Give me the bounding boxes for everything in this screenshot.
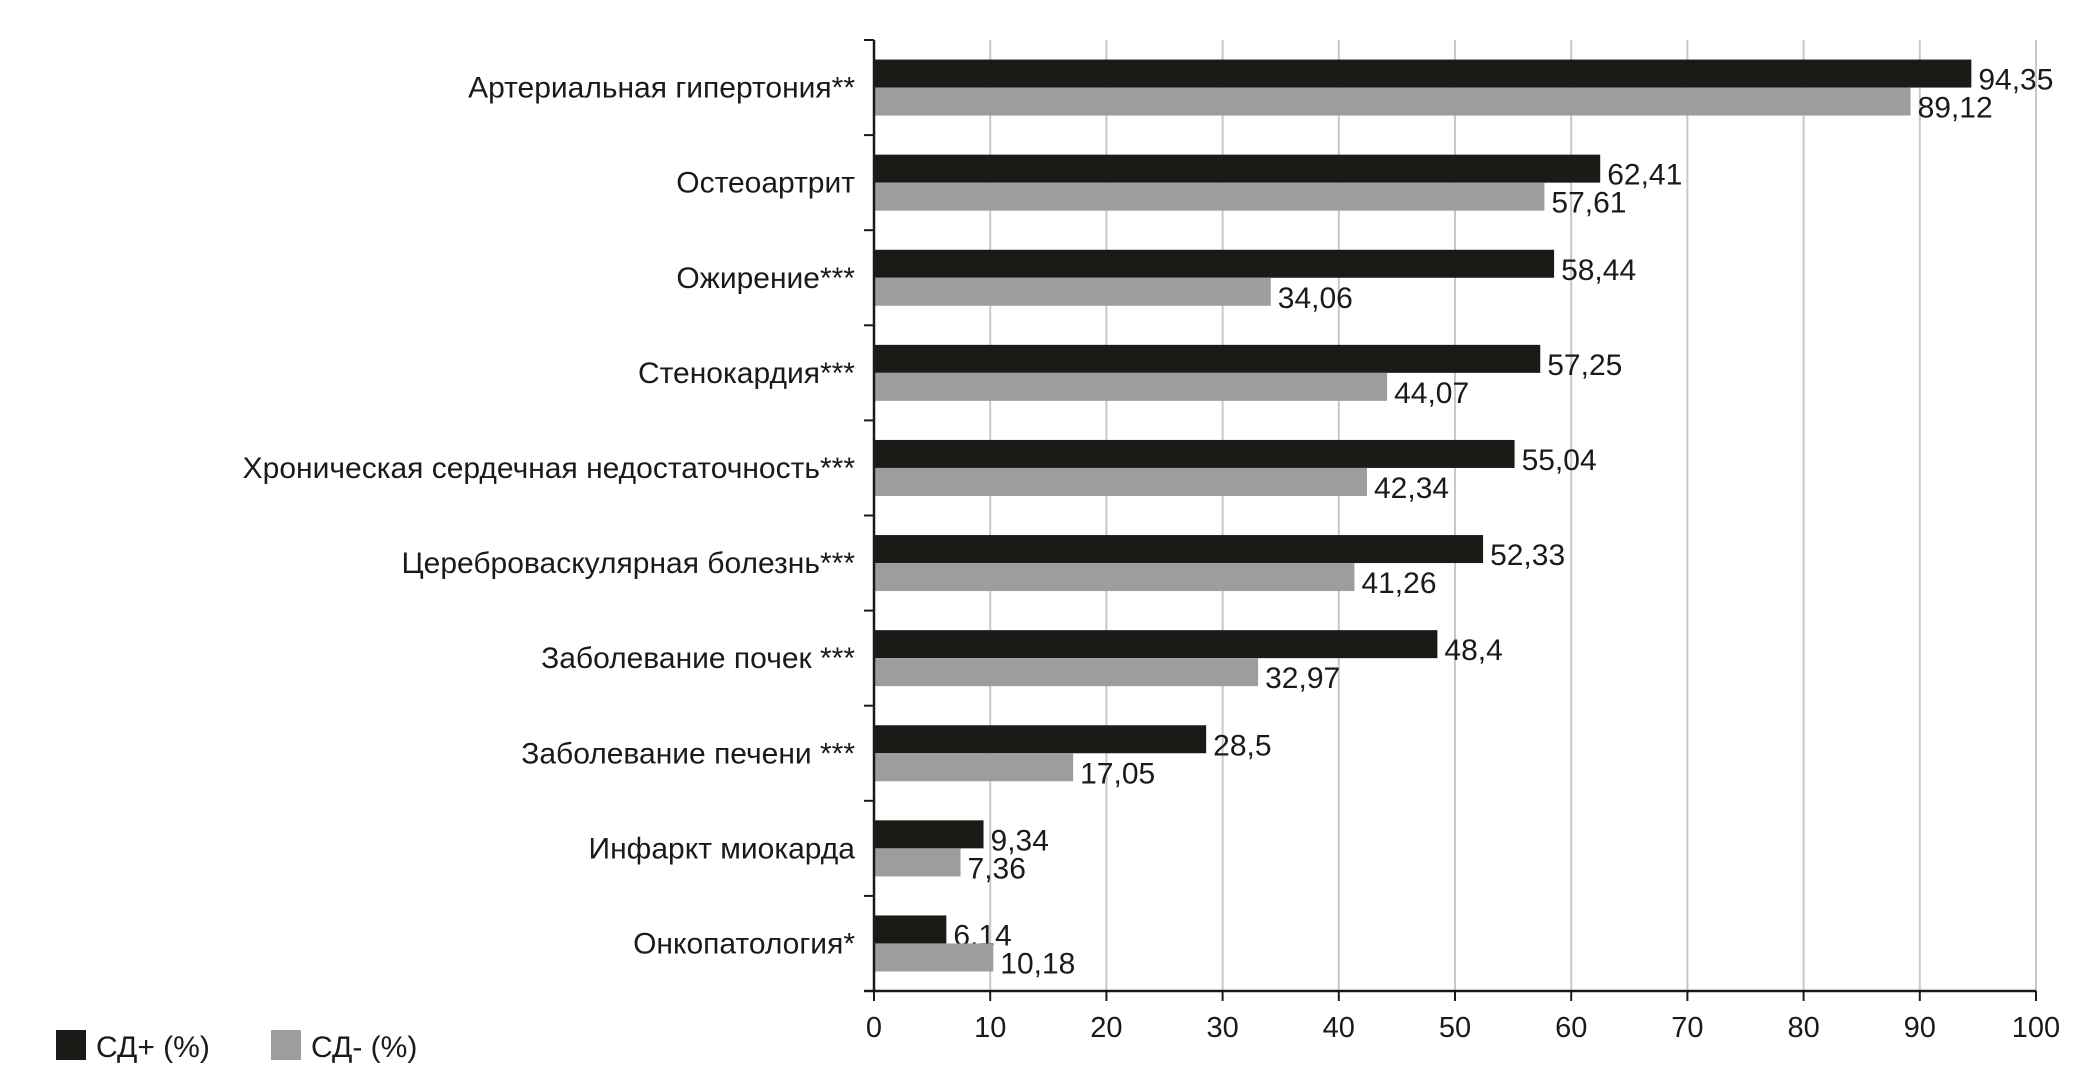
bar-sd-plus (875, 344, 1541, 373)
bar-sd-plus (875, 154, 1601, 183)
data-label: 32,97 (1265, 662, 1340, 695)
category-label: Инфаркт миокарда (589, 832, 856, 865)
x-tick-label: 90 (1904, 1012, 1936, 1044)
category-label: Онкопатология* (633, 927, 855, 960)
bar-sd-minus (875, 467, 1367, 496)
data-label: 41,26 (1361, 567, 1436, 600)
bar-sd-plus (875, 915, 947, 944)
bar-sd-plus (875, 439, 1515, 468)
data-label: 89,12 (1918, 92, 1993, 125)
x-tick-label: 0 (866, 1012, 882, 1044)
x-tick-label: 10 (974, 1012, 1006, 1044)
x-tick-label: 60 (1555, 1012, 1587, 1044)
data-label: 17,05 (1080, 757, 1155, 790)
category-label: Хроническая сердечная недостаточность*** (243, 452, 856, 485)
bar-sd-minus (875, 753, 1074, 782)
data-label: 52,33 (1490, 539, 1565, 572)
bar-sd-plus (875, 725, 1207, 754)
category-label: Цереброваскулярная болезнь*** (401, 547, 855, 580)
category-label: Ожирение*** (676, 262, 855, 295)
x-tick-label: 70 (1671, 1012, 1703, 1044)
bar-sd-minus (875, 372, 1388, 401)
data-label: 42,34 (1374, 472, 1449, 505)
x-tick-label: 30 (1206, 1012, 1238, 1044)
bar-sd-plus (875, 59, 1972, 88)
data-label: 10,18 (1000, 947, 1075, 980)
legend-label: СД+ (%) (96, 1031, 210, 1064)
legend-swatch (56, 1030, 86, 1060)
bar-sd-minus (875, 563, 1355, 592)
bar-sd-plus (875, 820, 984, 849)
bar-sd-minus (875, 943, 994, 972)
x-tick-label: 50 (1439, 1012, 1471, 1044)
category-label: Остеоартрит (676, 167, 855, 200)
data-label: 28,5 (1213, 729, 1271, 762)
data-label: 55,04 (1522, 444, 1597, 477)
data-label: 48,4 (1444, 634, 1502, 667)
data-label: 57,61 (1551, 187, 1626, 220)
data-label: 44,07 (1394, 377, 1469, 410)
x-tick-label: 80 (1787, 1012, 1819, 1044)
bar-sd-minus (875, 87, 1911, 116)
x-tick-label: 20 (1090, 1012, 1122, 1044)
data-label: 7,36 (968, 852, 1026, 885)
category-label: Стенокардия*** (638, 357, 855, 390)
bar-sd-minus (875, 658, 1259, 687)
bar-sd-plus (875, 535, 1484, 564)
legend: СД+ (%) СД- (%) (56, 1030, 417, 1064)
x-tick-label: 100 (2012, 1012, 2060, 1044)
category-label: Артериальная гипертония** (468, 72, 855, 105)
legend-swatch (271, 1030, 301, 1060)
legend-label: СД- (%) (311, 1031, 417, 1064)
bar-sd-plus (875, 630, 1438, 659)
category-label: Заболевание печени *** (521, 737, 855, 770)
bar-sd-minus (875, 182, 1545, 211)
data-label: 94,35 (1978, 64, 2053, 97)
data-label: 58,44 (1561, 254, 1636, 287)
data-label: 9,34 (991, 824, 1049, 857)
category-label: Заболевание почек *** (541, 642, 855, 675)
data-label: 62,41 (1607, 159, 1682, 192)
x-tick-label: 40 (1323, 1012, 1355, 1044)
bar-sd-plus (875, 249, 1555, 278)
data-label: 34,06 (1278, 282, 1353, 315)
axes: 0 10 20 30 40 50 60 70 80 90 100 Артериальная гипер… (243, 39, 2060, 1044)
data-label: 57,25 (1547, 349, 1622, 382)
bar-sd-minus (875, 848, 961, 877)
bar-sd-minus (875, 277, 1271, 306)
